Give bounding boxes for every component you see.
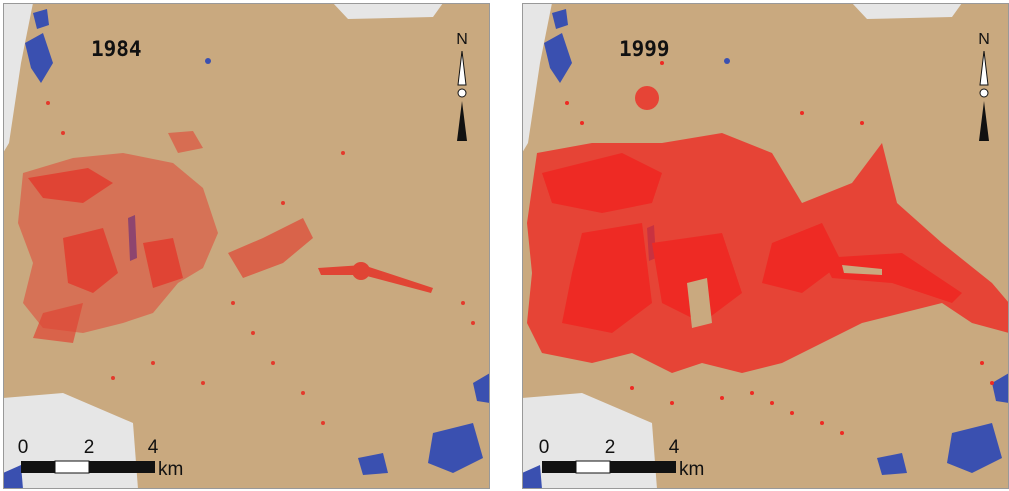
north-label: N [456, 31, 468, 48]
scale-label: 0 [18, 437, 29, 458]
no-data-area [852, 3, 962, 19]
page: 1984 N 0 2 4 km [0, 0, 1009, 491]
year-label: 1984 [91, 37, 142, 61]
map-panel-1999: 1999 N 0 2 4 km [522, 3, 1009, 489]
year-label: 1999 [619, 37, 670, 61]
scale-bar [542, 461, 676, 473]
map-panel-1984: 1984 N 0 2 4 km [3, 3, 490, 489]
scale-label: 0 [539, 437, 550, 458]
scale-label: 4 [148, 437, 159, 458]
scale-unit: km [679, 459, 704, 480]
scale-bar [21, 461, 155, 473]
scale-label: 2 [605, 437, 616, 458]
north-label: N [978, 31, 990, 48]
scale-label: 2 [84, 437, 95, 458]
scale-label: 4 [669, 437, 680, 458]
no-data-area [333, 3, 443, 19]
scale-unit: km [158, 459, 183, 480]
